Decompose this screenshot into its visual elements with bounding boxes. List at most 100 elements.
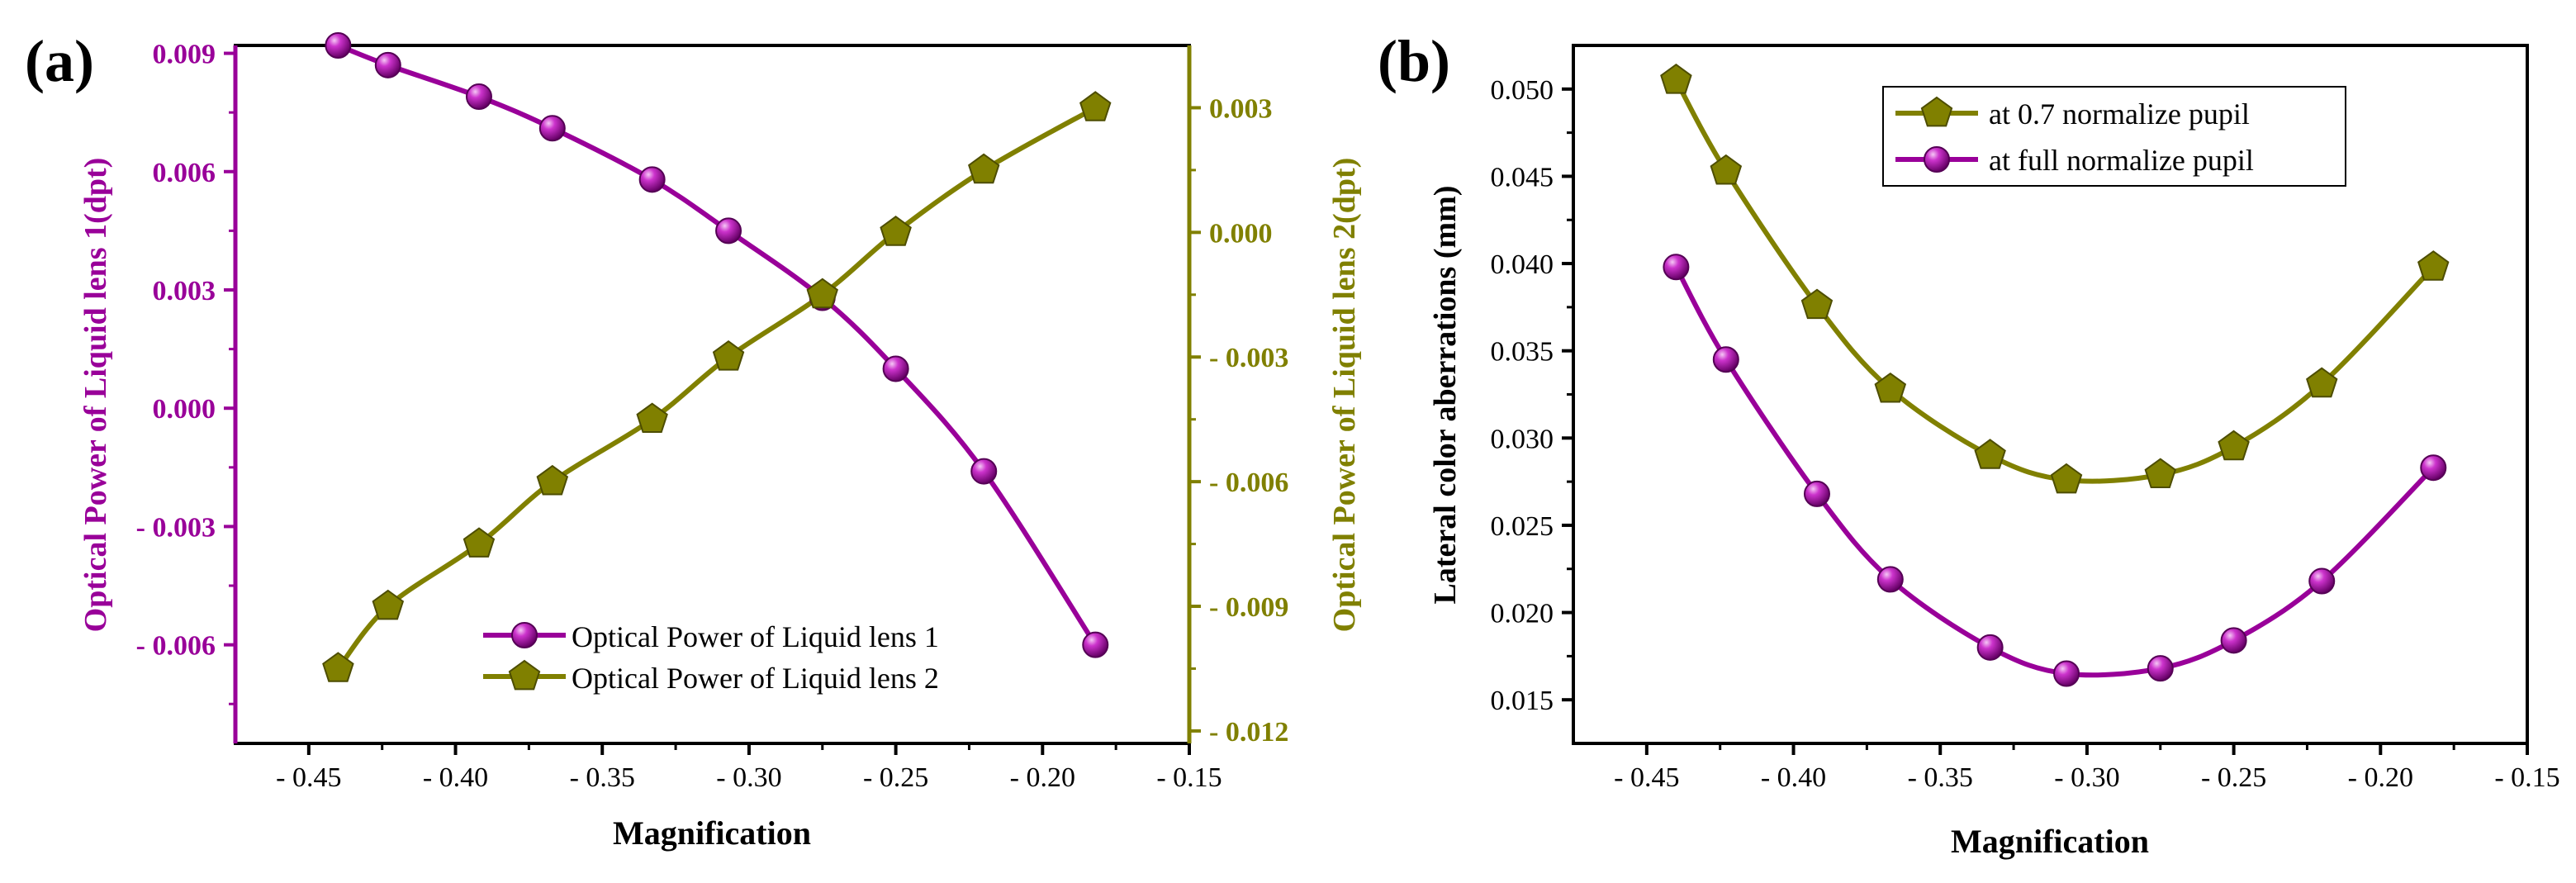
x-tick-label: - 0.20 xyxy=(2348,762,2413,793)
data-point-p07 xyxy=(1874,372,1907,403)
panel-a-left-ticks: - 0.006 - 0.003 0.000 0.003 0.006 0.009 xyxy=(136,40,235,705)
data-point-lens1 xyxy=(374,51,401,78)
data-point-full xyxy=(2053,660,2080,687)
panel-a-x-ticks: - 0.45 - 0.40 - 0.35 - 0.30 - 0.25 - 0.20 - 0.… xyxy=(276,743,1222,793)
panel-b-legend: at 0.7 normalize pupil at full normalize… xyxy=(1882,86,2346,187)
series-line-lens1 xyxy=(337,43,1098,647)
panel-a-left-y-label: Optical Power of Liquid lens 1(dpt) xyxy=(78,158,113,633)
data-point-full xyxy=(2220,627,2247,654)
x-tick-label: - 0.15 xyxy=(2494,762,2559,793)
y-right-tick-label: 0.000 xyxy=(1209,218,1273,249)
data-point-lens1 xyxy=(1082,631,1109,658)
y-tick-label: 0.035 xyxy=(1491,337,1554,368)
data-point-full xyxy=(2147,655,2174,682)
x-tick-label: - 0.20 xyxy=(1010,762,1075,793)
x-tick-label: - 0.25 xyxy=(2201,762,2266,793)
y-tick-label: 0.040 xyxy=(1491,249,1554,280)
data-point-p07 xyxy=(2306,367,2338,398)
panel-a-label: (a) xyxy=(25,28,94,94)
panel-a-legend: Optical Power of Liquid lens 1 Optical P… xyxy=(483,620,939,695)
y-right-tick-label: 0.003 xyxy=(1209,93,1273,124)
legend-text-p07: at 0.7 normalize pupil xyxy=(1989,97,2250,131)
data-point-full xyxy=(1663,254,1690,281)
data-point-lens2 xyxy=(372,589,405,620)
data-point-p07 xyxy=(2144,458,2176,488)
data-point-lens1 xyxy=(970,458,998,485)
data-point-lens1 xyxy=(465,83,492,111)
y-tick-label: 0.045 xyxy=(1491,162,1554,192)
x-tick-label: - 0.45 xyxy=(276,762,341,793)
panel-b-x-ticks: - 0.45 - 0.40 - 0.35 - 0.30 - 0.25 - 0.20 - 0.… xyxy=(1614,743,2560,793)
data-point-lens2 xyxy=(322,652,354,682)
data-point-full xyxy=(1976,634,2004,661)
x-tick-label: - 0.35 xyxy=(570,762,635,793)
data-point-p07 xyxy=(1660,63,1692,94)
panel-a-right-y-label: Optical Power of Liquid lens 2(dpt) xyxy=(1327,158,1362,633)
y-right-tick-label: - 0.006 xyxy=(1209,468,1288,498)
data-point-lens1 xyxy=(715,217,742,244)
legend-text-lens2: Optical Power of Liquid lens 2 xyxy=(572,662,939,695)
panel-a-series xyxy=(322,32,1112,682)
y-right-tick-label: - 0.003 xyxy=(1209,343,1288,373)
y-tick-label: 0.030 xyxy=(1491,424,1554,454)
legend-marker-lens2 xyxy=(508,659,541,691)
legend-marker-lens1 xyxy=(511,622,538,648)
y-tick-label: 0.015 xyxy=(1491,686,1554,716)
data-point-p07 xyxy=(1974,439,2006,469)
data-point-lens1 xyxy=(538,115,566,142)
y-left-tick-label: 0.009 xyxy=(153,40,216,70)
data-point-lens2 xyxy=(463,527,496,558)
panel-a: (a) - 0.45 - 0.40 - 0.35 - 0.30 - 0.25 - 0.20… xyxy=(25,28,1362,852)
series-line-p07 xyxy=(1673,78,2436,484)
data-point-lens2 xyxy=(712,339,745,371)
y-tick-label: 0.025 xyxy=(1491,511,1554,542)
x-tick-label: - 0.30 xyxy=(2054,762,2119,793)
legend-marker-p07 xyxy=(1920,96,1953,127)
data-point-full xyxy=(1876,566,1904,593)
y-left-tick-label: - 0.003 xyxy=(136,512,216,543)
data-point-lens2 xyxy=(968,153,1000,184)
data-point-lens1 xyxy=(325,32,352,59)
data-point-lens1 xyxy=(882,355,909,382)
panel-b-y-ticks: 0.015 0.020 0.025 0.030 0.035 0.040 0.045 0.050 xyxy=(1491,75,1573,716)
data-point-full xyxy=(2308,567,2336,595)
y-left-tick-label: 0.000 xyxy=(153,394,216,425)
x-tick-label: - 0.40 xyxy=(1761,762,1826,793)
data-point-p07 xyxy=(2417,250,2450,281)
panel-a-x-label: Magnification xyxy=(613,814,811,852)
x-tick-label: - 0.35 xyxy=(1908,762,1973,793)
legend-text-full: at full normalize pupil xyxy=(1989,144,2254,177)
y-left-tick-label: 0.006 xyxy=(153,158,216,188)
x-tick-label: - 0.15 xyxy=(1156,762,1222,793)
x-tick-label: - 0.45 xyxy=(1614,762,1679,793)
data-point-p07 xyxy=(2218,430,2250,461)
y-left-tick-label: 0.003 xyxy=(153,276,216,306)
data-point-p07 xyxy=(2050,463,2083,494)
data-point-lens2 xyxy=(806,278,838,309)
series-line-full xyxy=(1673,265,2436,678)
panel-a-right-ticks: 0.003 0.000 - 0.003 - 0.006 - 0.009 - 0.012 xyxy=(1189,93,1288,748)
y-right-tick-label: - 0.009 xyxy=(1209,592,1288,623)
data-point-full xyxy=(2420,454,2447,482)
legend-text-lens1: Optical Power of Liquid lens 1 xyxy=(572,620,939,653)
x-tick-label: - 0.25 xyxy=(863,762,928,793)
data-point-lens2 xyxy=(1079,91,1112,121)
panel-b-x-label: Magnification xyxy=(1951,823,2149,860)
panel-b-y-label: Lateral color aberrations (mm) xyxy=(1428,186,1463,605)
data-point-lens1 xyxy=(638,166,666,193)
data-point-lens2 xyxy=(880,216,912,246)
data-point-p07 xyxy=(1710,154,1743,185)
data-point-lens2 xyxy=(536,464,569,496)
y-right-tick-label: - 0.012 xyxy=(1209,717,1288,748)
series-line-lens2 xyxy=(336,105,1097,671)
data-point-p07 xyxy=(1800,288,1834,320)
panel-b-legend-box xyxy=(1882,86,2346,187)
data-point-full xyxy=(1712,346,1739,373)
panel-b-series xyxy=(1660,63,2450,687)
panel-b-label: (b) xyxy=(1378,28,1450,94)
y-tick-label: 0.020 xyxy=(1491,599,1554,629)
y-tick-label: 0.050 xyxy=(1491,75,1554,106)
y-left-tick-label: - 0.006 xyxy=(136,631,216,662)
x-tick-label: - 0.40 xyxy=(423,762,488,793)
panel-b: (b) - 0.45 - 0.40 - 0.35 - 0.30 - 0.25 - 0.20… xyxy=(1378,28,2560,860)
